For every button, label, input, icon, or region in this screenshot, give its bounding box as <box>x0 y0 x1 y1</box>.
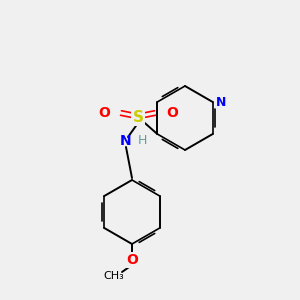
Text: O: O <box>126 253 138 267</box>
Text: O: O <box>98 106 110 120</box>
Text: N: N <box>216 95 226 109</box>
Text: S: S <box>133 110 143 124</box>
Text: H: H <box>137 134 147 148</box>
Text: N: N <box>120 134 132 148</box>
Text: O: O <box>166 106 178 120</box>
Text: CH₃: CH₃ <box>103 271 124 281</box>
